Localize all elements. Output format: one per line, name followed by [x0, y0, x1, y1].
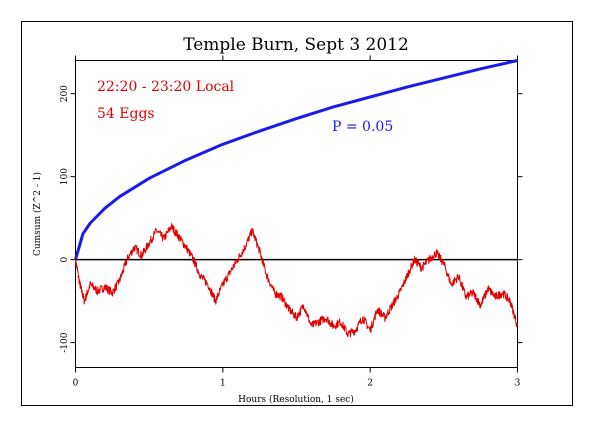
y-tick-label: 100 [60, 168, 70, 185]
y-axis: -100 0 100 200 [60, 85, 523, 353]
x-tick-label: 1 [220, 379, 226, 389]
x-axis: 0 1 2 3 [73, 55, 521, 389]
x-tick-label: 2 [367, 379, 373, 389]
outer-frame [21, 21, 573, 406]
series-line-cumsum [75, 223, 518, 338]
x-axis-label: Hours (Resolution, 1 sec) [238, 394, 354, 405]
chart-title: Temple Burn, Sept 3 2012 [183, 35, 409, 55]
plot-area [75, 60, 518, 368]
y-tick-label: 200 [60, 85, 70, 102]
p-value-annotation: P = 0.05 [332, 119, 393, 135]
y-axis-label: Cumsum (Z^2 - 1) [32, 172, 43, 256]
eggs-annotation: 54 Eggs [97, 106, 155, 122]
x-tick-label: 0 [73, 379, 79, 389]
series-line-p-curve [74, 59, 518, 261]
y-tick-label: -100 [60, 332, 70, 352]
time-window-annotation: 22:20 - 23:20 Local [97, 79, 235, 95]
series-layer [74, 59, 518, 338]
x-tick-label: 3 [515, 379, 521, 389]
y-tick-label: 0 [60, 257, 70, 263]
